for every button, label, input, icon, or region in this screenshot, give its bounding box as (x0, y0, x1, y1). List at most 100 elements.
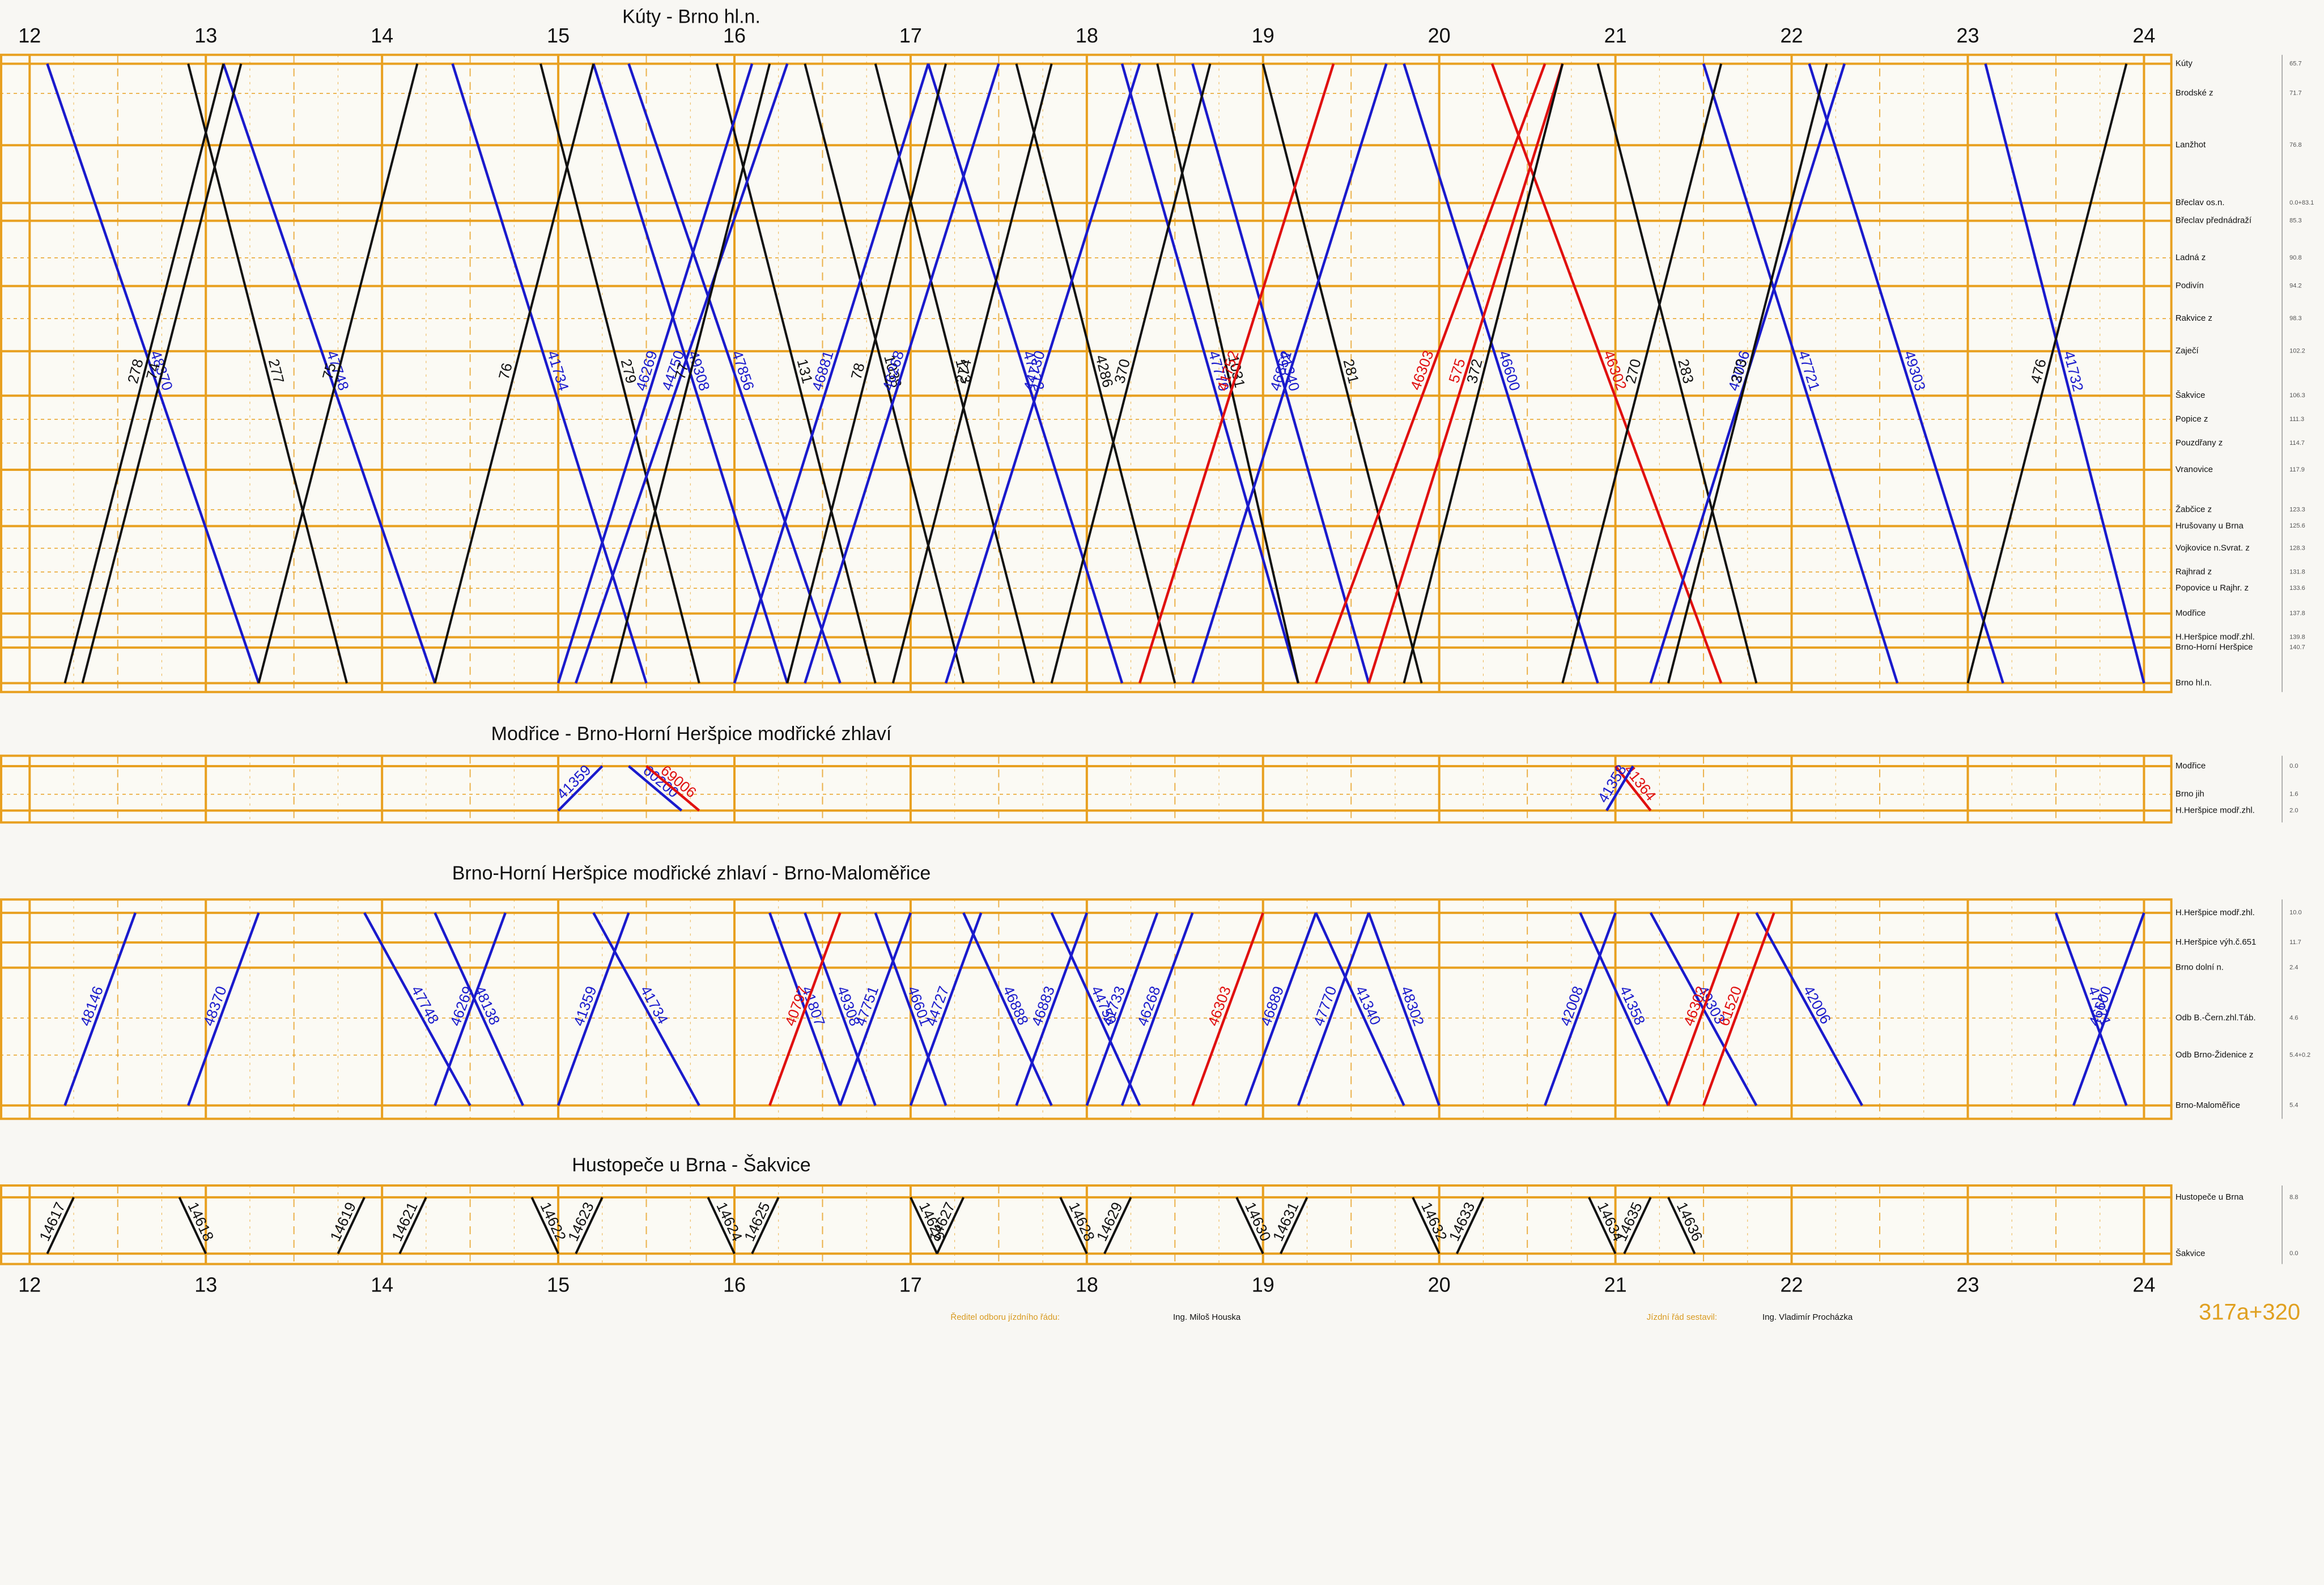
train-path (1623, 1197, 1652, 1255)
hour-label: 16 (723, 24, 746, 47)
train-path (1755, 912, 1863, 1106)
hour-label: 23 (1956, 24, 1979, 47)
station-km: 0.0 (2289, 763, 2298, 770)
hour-label: 14 (371, 1273, 393, 1296)
hour-label: 24 (2132, 24, 2155, 47)
station-name: Odb B.-Čern.zhl.Táb. (2176, 1013, 2256, 1022)
train-path (1702, 63, 1899, 684)
station-name: Modřice (2176, 761, 2206, 771)
hour-label: 22 (1781, 1273, 1803, 1296)
train-path (1280, 1197, 1308, 1255)
train-path (1367, 912, 1441, 1106)
station-name: Modřice (2176, 609, 2206, 618)
train-path (1455, 1197, 1485, 1255)
station-km: 0.0 (2289, 1250, 2298, 1257)
train-path (257, 63, 419, 684)
train-path (1314, 63, 1546, 684)
station-km: 98.3 (2289, 315, 2301, 322)
station-km: 76.8 (2289, 142, 2301, 148)
station-km: 139.8 (2289, 634, 2305, 640)
train-path (434, 912, 507, 1106)
station-km: 0.0+83.1 (2289, 199, 2314, 206)
train-path (936, 1197, 965, 1255)
hour-label: 16 (723, 1273, 746, 1296)
train-path (63, 912, 137, 1106)
station-km: 10.0 (2289, 910, 2301, 916)
train-path (178, 1197, 207, 1255)
station-km: 106.3 (2289, 392, 2305, 399)
train-path (592, 912, 700, 1106)
train-path (187, 912, 260, 1106)
station-name: Rakvice z (2176, 313, 2212, 323)
train-path (1015, 912, 1088, 1106)
station-km: 11.7 (2289, 939, 2301, 946)
train-path (1138, 63, 1335, 684)
station-name: H.Heršpice modř.zhl. (2176, 805, 2255, 815)
train-path (63, 63, 225, 684)
station-km: 123.3 (2289, 506, 2305, 513)
train-path (874, 63, 1035, 684)
station-name: Vojkovice n.Svrat. z (2176, 543, 2250, 553)
hour-label: 20 (1428, 1273, 1451, 1296)
train-path (1596, 63, 1758, 684)
station-km: 125.6 (2289, 522, 2305, 529)
station-name: H.Heršpice modř.zhl. (2176, 908, 2255, 917)
train-path (337, 1197, 366, 1255)
train-path (910, 1197, 938, 1255)
train-path (81, 63, 243, 684)
train-path (627, 63, 842, 684)
station-km: 85.3 (2289, 218, 2301, 224)
train-number: 75 (319, 361, 339, 381)
station-km: 4.6 (2289, 1014, 2298, 1021)
station-km: 94.2 (2289, 283, 2301, 290)
hour-label: 19 (1252, 1273, 1274, 1296)
station-name: Brodské z (2176, 88, 2213, 98)
train-path (1966, 63, 2128, 684)
station-km: 137.8 (2289, 610, 2305, 617)
station-km: 65.7 (2289, 60, 2301, 67)
train-path (962, 912, 1053, 1106)
station-name: H.Heršpice modř.zhl. (2176, 632, 2255, 641)
train-path (804, 63, 965, 684)
train-path (804, 912, 877, 1106)
sheet-number: 317a+320 (2199, 1300, 2300, 1325)
train-path (1120, 63, 1300, 684)
station-name: Zaječí (2176, 346, 2199, 356)
train-path (927, 63, 1124, 684)
station-name: Lanžhot (2176, 140, 2206, 150)
station-name: Hrušovany u Brna (2176, 521, 2244, 530)
train-path (839, 912, 912, 1106)
hour-label: 12 (18, 1273, 41, 1296)
hour-label: 15 (547, 1273, 570, 1296)
station-name: Brno-Maloměřice (2176, 1100, 2240, 1110)
train-path (627, 765, 683, 812)
train-path (1403, 63, 1599, 684)
station-name: Podivín (2176, 281, 2204, 291)
station-name: Kúty (2176, 58, 2193, 68)
train-path (1191, 63, 1370, 684)
train-number: 77 (672, 361, 692, 381)
panel-title: Hustopeče u Brna - Šakvice (572, 1154, 810, 1176)
train-path (1050, 912, 1141, 1106)
train-path (1191, 63, 1388, 684)
train-path (575, 63, 789, 684)
station-name: Brno-Horní Heršpice (2176, 643, 2253, 652)
train-path (804, 63, 1000, 684)
hour-label: 12 (18, 24, 41, 47)
panel-title: Brno-Horní Heršpice modřické zhlaví - Br… (452, 862, 931, 884)
station-name: Břeclav os.n. (2176, 198, 2225, 207)
train-path (1156, 63, 1299, 683)
hour-label: 18 (1076, 1273, 1098, 1296)
train-path (1059, 1197, 1088, 1255)
train-number: 76 (495, 361, 516, 381)
train-path (1544, 912, 1617, 1106)
station-km: 2.4 (2289, 964, 2298, 971)
station-km: 8.8 (2289, 1194, 2298, 1201)
train-path (2054, 912, 2128, 1106)
train-path (222, 63, 436, 684)
station-name: Popovice u Rajhr. z (2176, 583, 2249, 593)
station-name: Popice z (2176, 414, 2208, 424)
train-path (733, 63, 930, 684)
train-path (1314, 912, 1405, 1106)
station-km: 71.7 (2289, 90, 2301, 97)
